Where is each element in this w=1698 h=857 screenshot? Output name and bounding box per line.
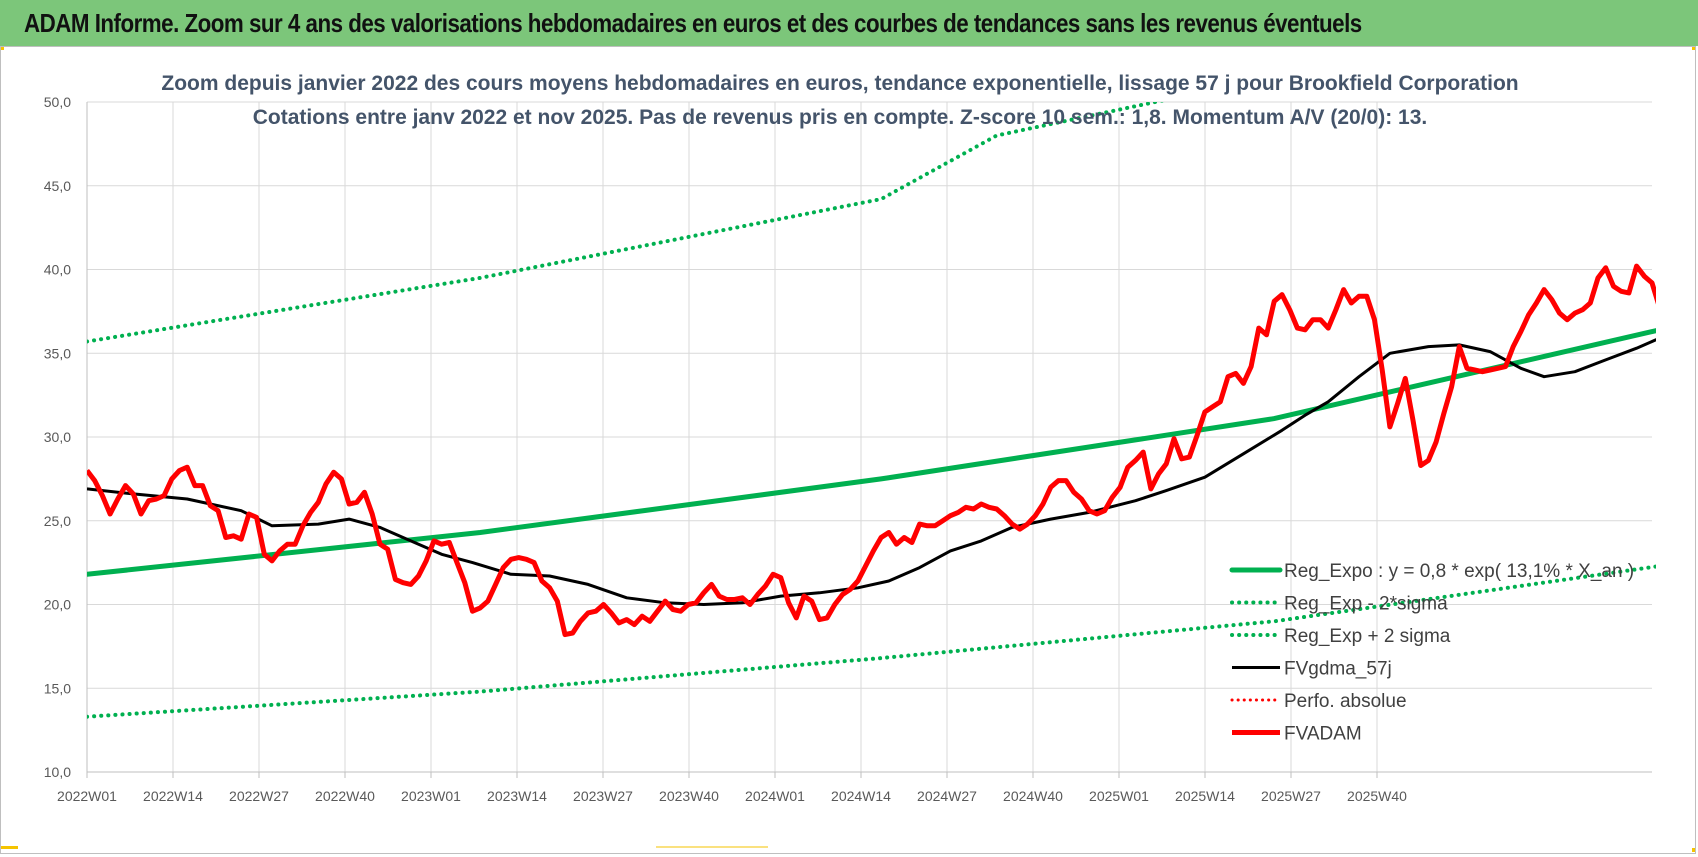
x-axis: 2022W01 2022W14 2022W27 2022W40 2023W01 2023W… xyxy=(57,788,1407,804)
series-line-5 xyxy=(87,263,1656,638)
corner-marker xyxy=(1692,46,1696,50)
y-tick-label: 40,0 xyxy=(44,262,71,278)
y-tick-label: 30,0 xyxy=(44,429,71,445)
corner-marker xyxy=(1692,848,1696,852)
x-tick-label: 2025W40 xyxy=(1347,788,1407,804)
series-line-0 xyxy=(87,328,1656,577)
y-tick-label: 50,0 xyxy=(44,94,71,110)
y-tick-label: 35,0 xyxy=(44,345,71,361)
x-tick-label: 2024W14 xyxy=(831,788,891,804)
series-layer xyxy=(87,102,1656,719)
x-tick-label: 2023W14 xyxy=(487,788,547,804)
x-tick-label: 2023W27 xyxy=(573,788,633,804)
legend-label: FVgdma_57j xyxy=(1284,659,1392,680)
chart-subtitle: Cotations entre janv 2022 et nov 2025. P… xyxy=(253,106,1427,129)
x-tick-label: 2025W14 xyxy=(1175,788,1235,804)
corner-marker xyxy=(0,846,18,849)
y-tick-label: 10,0 xyxy=(44,764,71,780)
x-tick-label: 2024W40 xyxy=(1003,788,1063,804)
series-line-2 xyxy=(87,102,1166,344)
report-header: ADAM Informe. Zoom sur 4 ans des valoris… xyxy=(0,0,1698,46)
report-title: ADAM Informe. Zoom sur 4 ans des valoris… xyxy=(24,8,1362,38)
legend-label: Reg_Exp + 2 sigma xyxy=(1284,626,1451,647)
x-tick-label: 2025W01 xyxy=(1089,788,1149,804)
legend: Reg_Expo : y = 0,8 * exp( 13,1% * X_an )… xyxy=(1229,561,1634,745)
y-axis: 10,0 15,0 20,0 25,0 30,0 35,0 40,0 45,0 50,0 xyxy=(44,94,71,780)
x-tick-label: 2024W01 xyxy=(745,788,805,804)
series-line-1 xyxy=(87,564,1656,719)
x-tick-label: 2022W14 xyxy=(143,788,203,804)
legend-label: FVADAM xyxy=(1284,724,1362,745)
legend-label: Reg_Expo : y = 0,8 * exp( 13,1% * X_an ) xyxy=(1284,561,1634,582)
chart-title: Zoom depuis janvier 2022 des cours moyen… xyxy=(161,72,1518,95)
y-tick-label: 20,0 xyxy=(44,597,71,613)
x-tick-label: 2024W27 xyxy=(917,788,977,804)
grid xyxy=(86,101,1652,778)
x-tick-label: 2023W40 xyxy=(659,788,719,804)
series-line-3 xyxy=(87,338,1656,606)
legend-label: Reg_Exp - 2*sigma xyxy=(1284,594,1448,615)
bottom-marker xyxy=(656,846,768,848)
x-tick-label: 2022W40 xyxy=(315,788,375,804)
x-tick-label: 2025W27 xyxy=(1261,788,1321,804)
corner-marker xyxy=(0,46,4,50)
y-tick-label: 45,0 xyxy=(44,178,71,194)
x-tick-label: 2022W27 xyxy=(229,788,289,804)
y-tick-label: 25,0 xyxy=(44,513,71,529)
y-tick-label: 15,0 xyxy=(44,680,71,696)
x-tick-label: 2022W01 xyxy=(57,788,117,804)
chart-frame xyxy=(0,46,1696,854)
x-tick-label: 2023W01 xyxy=(401,788,461,804)
legend-label: Perfo. absolue xyxy=(1284,691,1407,712)
